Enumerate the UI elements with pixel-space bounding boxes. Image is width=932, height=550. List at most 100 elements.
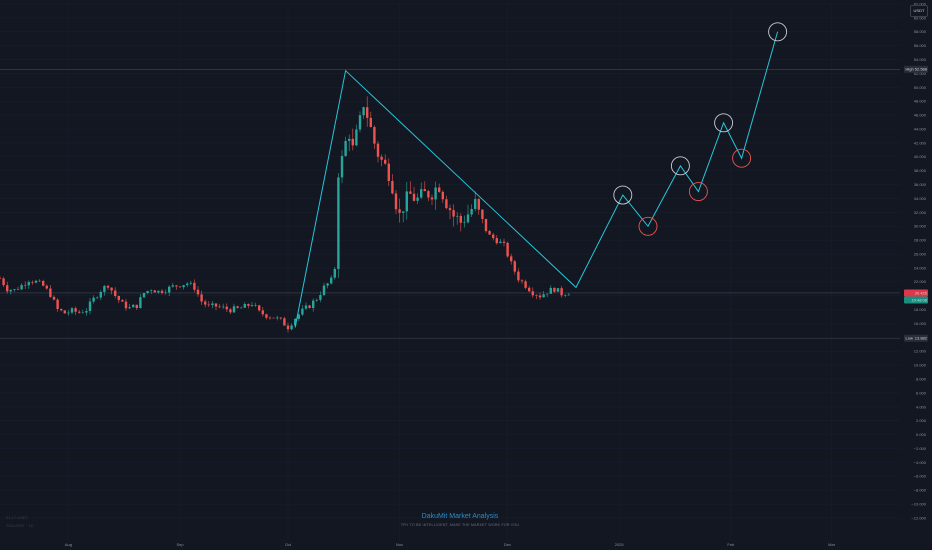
candle-body xyxy=(366,107,369,118)
candle-body xyxy=(85,311,88,313)
y-tick-label: −4.000 xyxy=(914,460,927,465)
candle-body xyxy=(142,292,146,298)
y-tick-label: −10.000 xyxy=(911,502,926,507)
candle-body xyxy=(351,138,354,146)
candle-body xyxy=(49,288,52,297)
candle-body xyxy=(265,314,268,318)
candle-body xyxy=(524,281,527,288)
candle-body xyxy=(567,294,570,296)
candle-body xyxy=(189,282,192,284)
candle-body xyxy=(423,189,426,192)
candle-body xyxy=(564,295,567,296)
candle-body xyxy=(207,304,210,306)
candle-body xyxy=(193,282,196,290)
candle-body xyxy=(448,208,452,211)
current-price-tag: 20.425 xyxy=(904,289,928,297)
y-tick-label: 10.000 xyxy=(914,363,927,368)
candle-body xyxy=(214,303,218,307)
candle-body xyxy=(67,312,70,314)
candle-body xyxy=(279,317,282,319)
candle-body xyxy=(427,191,430,198)
candle-body xyxy=(171,285,174,287)
candle-body xyxy=(546,293,549,295)
candle-body xyxy=(74,308,77,312)
candle-body xyxy=(294,318,297,326)
candle-body xyxy=(409,191,412,194)
y-tick-label: 46.000 xyxy=(914,113,927,118)
candle-body xyxy=(9,290,12,292)
candle-body xyxy=(268,317,272,319)
candle-body xyxy=(398,209,401,213)
x-tick-label: 2025 xyxy=(615,542,625,547)
candle-body xyxy=(243,304,246,308)
candle-body xyxy=(340,155,344,178)
low-price-tag-bg xyxy=(904,334,928,342)
candle-body xyxy=(27,282,30,286)
x-tick-label: Oct xyxy=(285,542,292,547)
candle-body xyxy=(160,290,164,293)
candle-body xyxy=(96,297,99,299)
pullback-target-circle xyxy=(732,148,752,168)
x-tick-label: Feb xyxy=(727,542,735,547)
candle-body xyxy=(70,308,74,313)
candle-body xyxy=(200,294,203,302)
candle-body xyxy=(225,306,228,310)
countdown-tag-bg xyxy=(904,296,928,304)
candle-body xyxy=(470,208,473,215)
candle-body xyxy=(330,277,333,284)
x-tick-label: Dec xyxy=(504,542,511,547)
candle-body xyxy=(106,285,110,288)
y-tick-label: −8.000 xyxy=(914,488,927,493)
candle-body xyxy=(150,290,153,292)
candle-body xyxy=(124,301,128,309)
y-tick-label: 40.000 xyxy=(914,154,927,159)
y-tick-label: 32.000 xyxy=(914,210,927,215)
candle-body xyxy=(153,290,156,293)
candle-body xyxy=(506,242,509,257)
candle-body xyxy=(456,215,459,217)
y-tick-label: 28.000 xyxy=(914,238,927,243)
candle-body xyxy=(405,191,408,212)
candle-body xyxy=(286,325,290,330)
high-price-tag-label: High xyxy=(906,67,914,72)
candle-body xyxy=(438,187,441,192)
candle-body xyxy=(196,289,200,295)
candle-body xyxy=(416,197,419,201)
signature-title: DakuMit Market Analysis xyxy=(421,513,499,520)
y-tick-label: 62.000 xyxy=(914,1,927,6)
candle-body xyxy=(92,297,95,302)
low-price-tag-value: 13.882 xyxy=(915,336,928,341)
y-tick-label: 38.000 xyxy=(914,168,927,173)
candle-body xyxy=(236,306,239,308)
target-circle xyxy=(613,185,633,205)
y-tick-label: 30.000 xyxy=(914,224,927,229)
candle-body xyxy=(549,287,552,294)
candle-body xyxy=(510,256,513,262)
candle-body xyxy=(304,305,308,309)
author-signature: DakuMit Market Analysis TRY TO BE INTELL… xyxy=(395,513,525,527)
candle-body xyxy=(319,295,322,300)
candle-body xyxy=(420,189,423,198)
candle-body xyxy=(430,197,434,200)
x-tick-label: Mar xyxy=(828,542,836,547)
candle-body xyxy=(362,107,365,116)
high-price-tag-value: 52.588 xyxy=(915,67,928,72)
candle-body xyxy=(261,310,264,315)
x-tick-label: Aug xyxy=(65,542,72,547)
candle-body xyxy=(301,308,304,315)
candle-body xyxy=(560,288,563,296)
currency-button[interactable]: USDT xyxy=(910,5,928,17)
candle-body xyxy=(6,285,9,292)
candle-body xyxy=(88,301,92,312)
candle-body xyxy=(0,278,2,279)
pullback-target-circle xyxy=(638,216,658,236)
candle-body xyxy=(459,215,462,223)
y-tick-label: 60.000 xyxy=(914,15,927,20)
candle-body xyxy=(322,285,326,296)
y-tick-label: 24.000 xyxy=(914,265,927,270)
candle-body xyxy=(276,317,279,319)
y-tick-label: 22.000 xyxy=(914,279,927,284)
symbol-watermark: 01.17 USDT SOLUSDT · 1D xyxy=(6,514,34,530)
y-tick-label: 44.000 xyxy=(914,126,927,131)
